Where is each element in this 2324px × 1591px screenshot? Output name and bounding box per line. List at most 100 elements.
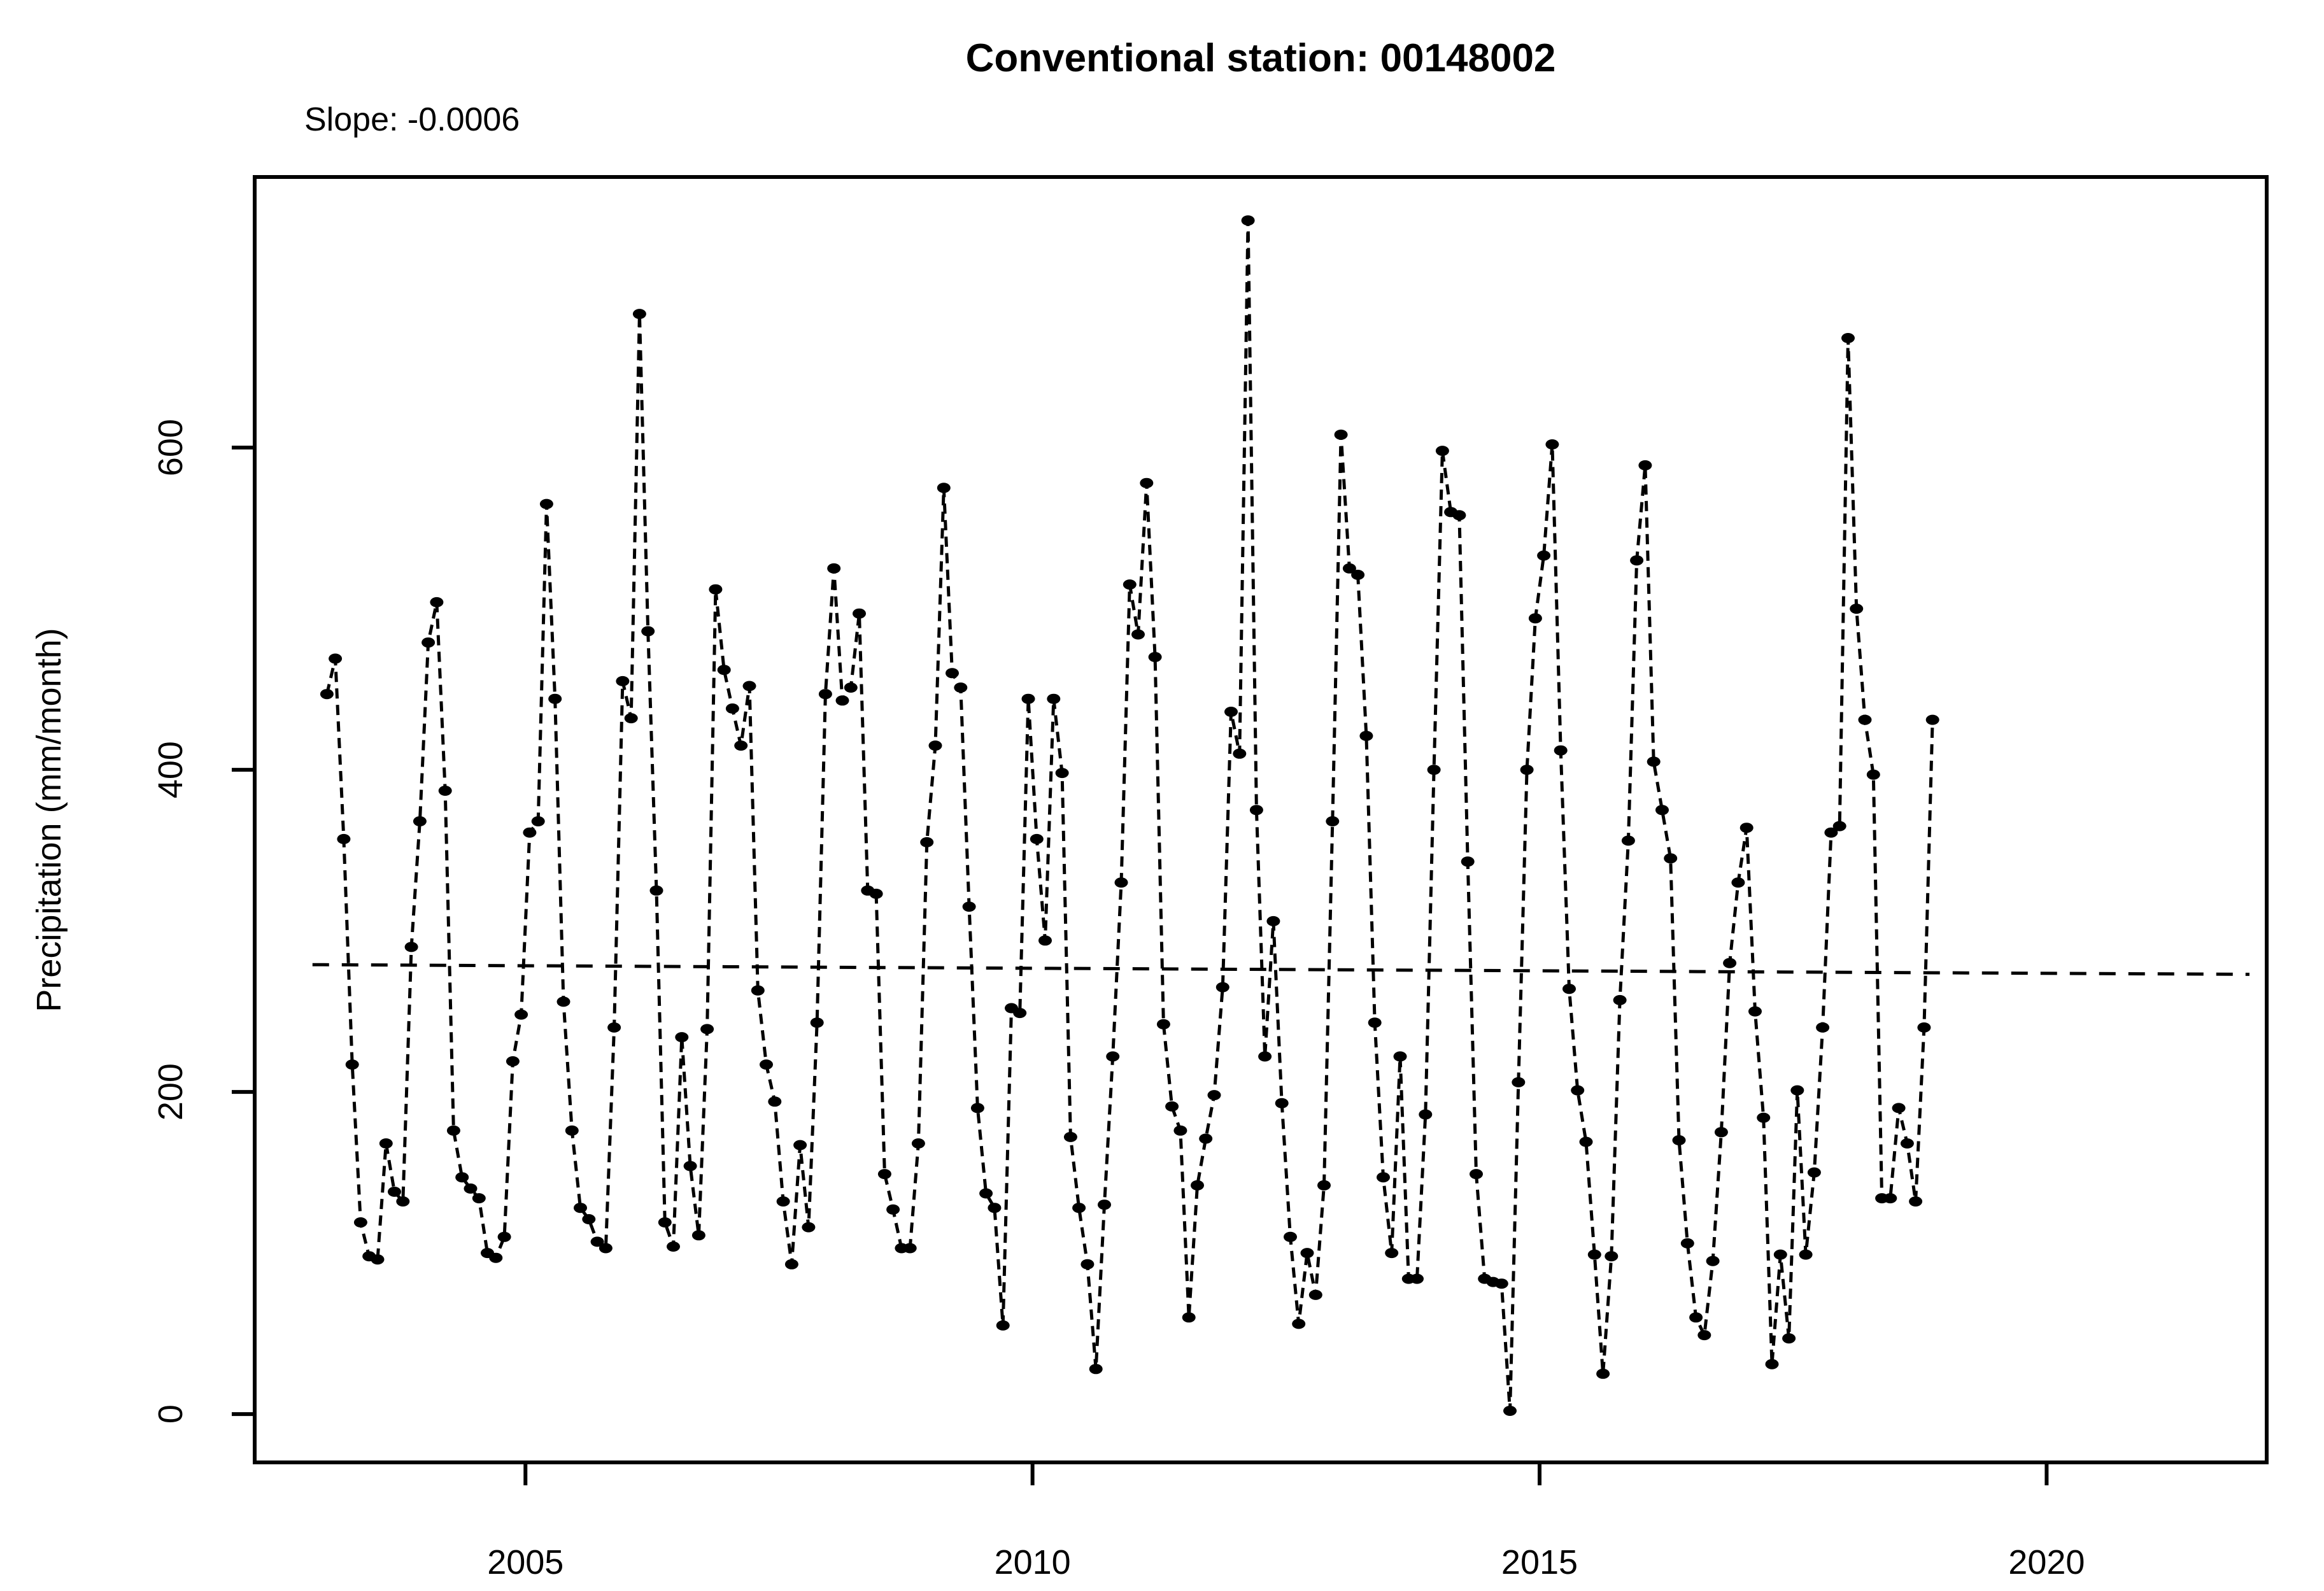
y-axis-ticks xyxy=(232,446,255,1417)
data-point xyxy=(700,1024,714,1035)
data-point xyxy=(996,1320,1010,1331)
data-point xyxy=(946,668,959,679)
data-point xyxy=(1587,1249,1601,1260)
data-point xyxy=(632,309,646,320)
data-point xyxy=(1106,1051,1120,1062)
data-point xyxy=(1300,1248,1314,1259)
data-point xyxy=(1909,1196,1923,1207)
data-point xyxy=(497,1231,511,1242)
data-point xyxy=(1377,1172,1390,1183)
data-point xyxy=(1790,1085,1804,1096)
data-point xyxy=(574,1203,587,1213)
data-point xyxy=(1647,756,1661,767)
data-point xyxy=(1562,984,1576,994)
data-point xyxy=(675,1032,689,1043)
data-point xyxy=(320,689,334,700)
data-point xyxy=(1140,477,1154,488)
plot-border xyxy=(253,175,2269,1464)
data-point xyxy=(853,608,866,619)
data-point xyxy=(784,1259,798,1269)
data-point xyxy=(802,1222,816,1233)
data-point xyxy=(1258,1051,1272,1062)
data-point xyxy=(1191,1180,1204,1191)
data-point xyxy=(1410,1273,1424,1284)
data-point xyxy=(1334,429,1348,440)
data-point xyxy=(970,1103,984,1114)
data-point xyxy=(1114,877,1128,888)
data-point xyxy=(886,1204,900,1215)
data-point xyxy=(1470,1169,1483,1180)
data-point xyxy=(464,1183,478,1194)
data-point xyxy=(776,1196,790,1207)
data-point xyxy=(818,689,832,700)
data-point xyxy=(844,682,858,693)
data-point xyxy=(1013,1008,1027,1019)
y-tick-label-3: 600 xyxy=(152,419,190,476)
data-point xyxy=(599,1243,613,1254)
data-point xyxy=(1368,1017,1382,1028)
data-point xyxy=(539,499,553,509)
data-point xyxy=(1359,730,1373,741)
data-point xyxy=(1723,958,1737,968)
data-point xyxy=(1512,1077,1526,1087)
data-point xyxy=(353,1217,367,1227)
data-point xyxy=(1266,916,1280,926)
data-point xyxy=(954,682,968,693)
data-point xyxy=(1156,1019,1170,1029)
data-point xyxy=(810,1017,824,1028)
data-point xyxy=(979,1188,993,1199)
data-point xyxy=(548,693,562,704)
data-point xyxy=(1233,748,1247,759)
data-point xyxy=(1063,1131,1077,1142)
data-point xyxy=(1706,1255,1720,1266)
data-point xyxy=(1680,1238,1694,1248)
data-point xyxy=(446,1125,460,1136)
data-point xyxy=(1824,827,1838,838)
data-point xyxy=(1207,1090,1221,1101)
trend-dashed-line xyxy=(312,963,2250,976)
data-point xyxy=(1782,1333,1796,1344)
data-point xyxy=(751,985,765,996)
data-point xyxy=(531,816,545,826)
data-point xyxy=(1883,1193,1897,1204)
data-point xyxy=(1773,1249,1787,1260)
data-point xyxy=(1545,439,1559,449)
data-point xyxy=(1714,1127,1728,1138)
data-point xyxy=(1892,1103,1906,1114)
data-point xyxy=(523,827,537,838)
data-point xyxy=(1664,853,1678,864)
data-point xyxy=(793,1140,807,1150)
plot-area xyxy=(232,175,2269,1485)
data-point xyxy=(1765,1359,1779,1369)
data-point xyxy=(1419,1109,1433,1120)
data-point xyxy=(556,996,570,1007)
data-point xyxy=(988,1203,1002,1213)
data-point xyxy=(1393,1051,1407,1062)
data-point xyxy=(725,703,739,714)
data-point xyxy=(1613,994,1627,1005)
series-connecting-line xyxy=(325,218,1934,1413)
data-point xyxy=(1275,1098,1289,1108)
data-point xyxy=(1494,1278,1508,1289)
data-point xyxy=(337,833,351,844)
data-point xyxy=(768,1096,782,1107)
data-point xyxy=(1697,1330,1711,1341)
data-point xyxy=(835,695,849,706)
data-point xyxy=(1148,652,1162,662)
y-tick-label-0: 0 xyxy=(152,1404,190,1424)
data-point xyxy=(1452,510,1466,521)
y-tick-label-1: 200 xyxy=(152,1063,190,1121)
data-point xyxy=(1308,1289,1322,1300)
data-point xyxy=(1182,1312,1196,1323)
data-point xyxy=(1385,1248,1399,1259)
chart-title: Conventional station: 00148002 xyxy=(966,36,1556,80)
data-point xyxy=(734,740,748,751)
data-point xyxy=(928,740,942,751)
data-point xyxy=(404,942,418,952)
data-point xyxy=(903,1243,917,1254)
data-point xyxy=(1554,745,1568,756)
data-point xyxy=(371,1254,385,1265)
data-point xyxy=(1173,1125,1187,1136)
data-point xyxy=(1850,604,1864,614)
data-point xyxy=(709,584,723,595)
